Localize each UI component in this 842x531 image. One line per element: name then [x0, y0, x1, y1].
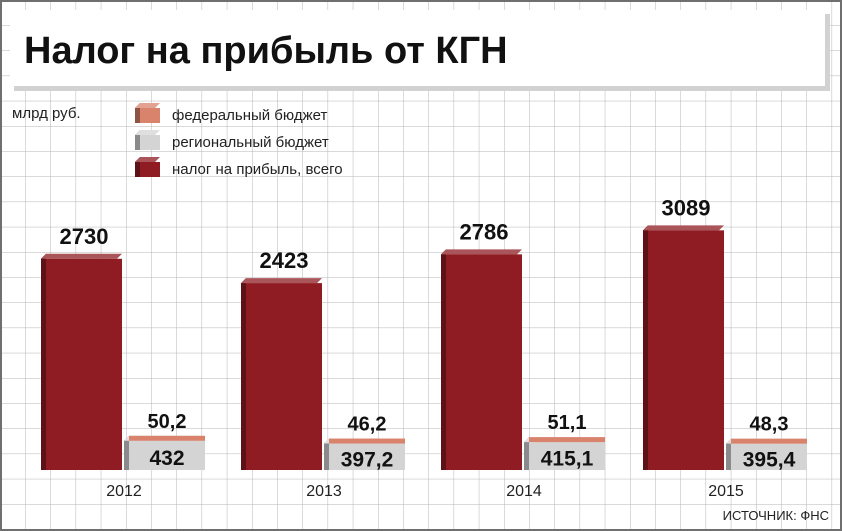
bar-total-2012-front [46, 258, 122, 470]
bar-total-2012-top [41, 253, 122, 259]
bar-regional-2014-side [524, 437, 529, 470]
legend-label-2: налог на прибыль, всего [172, 161, 343, 178]
bar-total-2015-top [643, 225, 724, 231]
bar-total-2013-side [241, 278, 246, 470]
source-note: ИСТОЧНИК: ФНС [723, 508, 829, 523]
label-total-2012: 2730 [60, 224, 109, 249]
chart-title: Налог на прибыль от КГН [24, 30, 508, 72]
category-label-2015: 2015 [708, 483, 744, 500]
legend-label-0: федеральный бюджет [172, 107, 327, 124]
bar-total-2015-side [643, 225, 648, 470]
label-total-2015: 3089 [662, 195, 711, 220]
label-regional-2013: 397,2 [341, 448, 394, 471]
bar-regional-2014-front [529, 442, 605, 470]
legend-swatch-0 [135, 103, 160, 123]
bar-federal-2015 [731, 438, 807, 444]
bar-regional-2012-front [129, 440, 205, 470]
legend-swatch-2-front [140, 162, 160, 177]
legend: федеральный бюджет региональный бюджет нал… [135, 103, 343, 178]
legend-swatch-2-top [135, 157, 160, 162]
bar-total-2015-front [648, 230, 724, 470]
category-label-2012: 2012 [106, 483, 142, 500]
bar-total-2013-top [241, 278, 322, 284]
legend-swatch-0-front [140, 108, 160, 123]
bar-total-2012-side [41, 253, 46, 470]
bar-total-2015 [643, 225, 724, 470]
legend-swatch-1 [135, 130, 160, 150]
legend-label-1: региональный бюджет [172, 134, 329, 151]
bar-total-2014-side [441, 249, 446, 470]
bar-total-2013 [241, 278, 322, 470]
bar-federal-2014 [529, 437, 605, 443]
label-regional-2015: 395,4 [743, 448, 796, 471]
category-label-2014: 2014 [506, 483, 542, 500]
legend-swatch-0-top [135, 103, 160, 108]
bar-total-2014 [441, 249, 522, 470]
bar-regional-2015-front [731, 443, 807, 470]
legend-swatch-2 [135, 157, 160, 177]
bar-regional-2015-side [726, 438, 731, 470]
unit-label: млрд руб. [12, 105, 81, 122]
label-federal-2014: 51,1 [548, 412, 587, 434]
label-federal-2015: 48,3 [750, 414, 789, 436]
label-total-2014: 2786 [460, 219, 509, 244]
label-total-2013: 2423 [260, 248, 309, 273]
bar-regional-2012-side [124, 435, 129, 470]
legend-swatch-1-top [135, 130, 160, 135]
legend-swatch-1-front [140, 135, 160, 150]
label-federal-2012: 50,2 [148, 411, 187, 433]
bar-regional-2013-side [324, 438, 329, 470]
title-background [10, 10, 825, 86]
bar-regional-2013-front [329, 443, 405, 470]
bar-federal-2012 [129, 435, 205, 441]
label-federal-2013: 46,2 [348, 414, 387, 436]
category-label-2013: 2013 [306, 483, 342, 500]
bar-total-2014-front [446, 254, 522, 470]
bar-total-2012 [41, 253, 122, 470]
title-box: Налог на прибыль от КГН [10, 10, 830, 91]
bar-total-2013-front [246, 283, 322, 470]
bar-total-2014-top [441, 249, 522, 255]
label-regional-2014: 415,1 [541, 448, 594, 471]
bars: 2730 432 50,2 2012 2423 397,2 46,2 2013 2786 415,… [41, 195, 807, 500]
bar-federal-2013 [329, 438, 405, 444]
label-regional-2012: 432 [149, 447, 184, 470]
